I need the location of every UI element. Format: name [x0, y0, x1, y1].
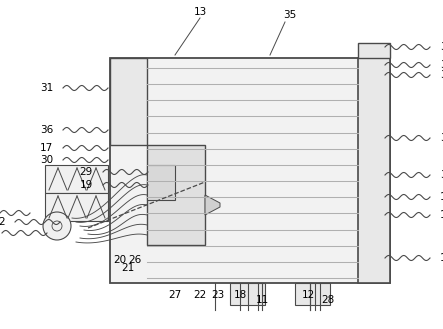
Text: 27: 27	[168, 290, 182, 300]
Text: 33: 33	[440, 60, 443, 70]
Text: 35: 35	[284, 10, 297, 20]
Bar	[358, 43, 390, 58]
Text: 21: 21	[121, 263, 135, 273]
Bar	[230, 283, 265, 305]
Text: 20: 20	[113, 255, 127, 265]
Text: 13: 13	[194, 7, 206, 17]
Text: 22: 22	[194, 290, 206, 300]
Text: 34: 34	[440, 42, 443, 52]
Text: 17: 17	[40, 143, 53, 153]
Text: 31: 31	[40, 83, 53, 93]
Bar	[295, 283, 330, 305]
Text: 28: 28	[321, 295, 334, 305]
Text: 12: 12	[301, 290, 315, 300]
Bar	[110, 58, 390, 283]
Text: 38: 38	[440, 70, 443, 80]
Bar	[110, 58, 147, 145]
Text: 30: 30	[40, 155, 53, 165]
Text: 26: 26	[128, 255, 142, 265]
Text: 37: 37	[440, 170, 443, 180]
Text: 36: 36	[40, 125, 53, 135]
Text: 23: 23	[211, 290, 225, 300]
Bar	[147, 145, 205, 245]
Text: 14: 14	[440, 210, 443, 220]
Bar	[358, 58, 390, 283]
Circle shape	[43, 212, 71, 240]
Text: 16: 16	[440, 253, 443, 263]
Bar	[45, 165, 108, 193]
Text: 18: 18	[233, 290, 247, 300]
Text: 1: 1	[440, 192, 443, 202]
Text: 11: 11	[255, 295, 268, 305]
Text: 2: 2	[0, 217, 5, 227]
Text: 32: 32	[440, 133, 443, 143]
Text: 29: 29	[80, 167, 93, 177]
Bar	[147, 165, 175, 200]
Polygon shape	[205, 195, 220, 215]
Bar	[45, 193, 108, 221]
Text: 19: 19	[80, 180, 93, 190]
